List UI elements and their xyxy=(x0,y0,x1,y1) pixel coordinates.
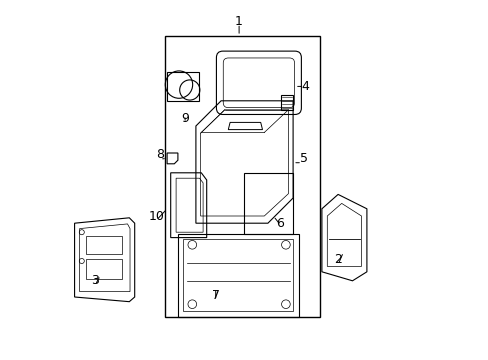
Text: 7: 7 xyxy=(211,289,219,302)
Text: 8: 8 xyxy=(156,148,163,161)
Bar xyxy=(86,259,122,279)
Bar xyxy=(86,236,122,254)
Text: 10: 10 xyxy=(148,210,164,222)
Text: 2: 2 xyxy=(333,253,341,266)
Text: 4: 4 xyxy=(301,80,309,93)
Text: 6: 6 xyxy=(276,217,284,230)
Text: 1: 1 xyxy=(235,15,243,28)
Text: 9: 9 xyxy=(181,112,189,125)
Bar xyxy=(165,36,320,317)
Text: 5: 5 xyxy=(299,152,307,165)
Text: 3: 3 xyxy=(91,274,99,287)
